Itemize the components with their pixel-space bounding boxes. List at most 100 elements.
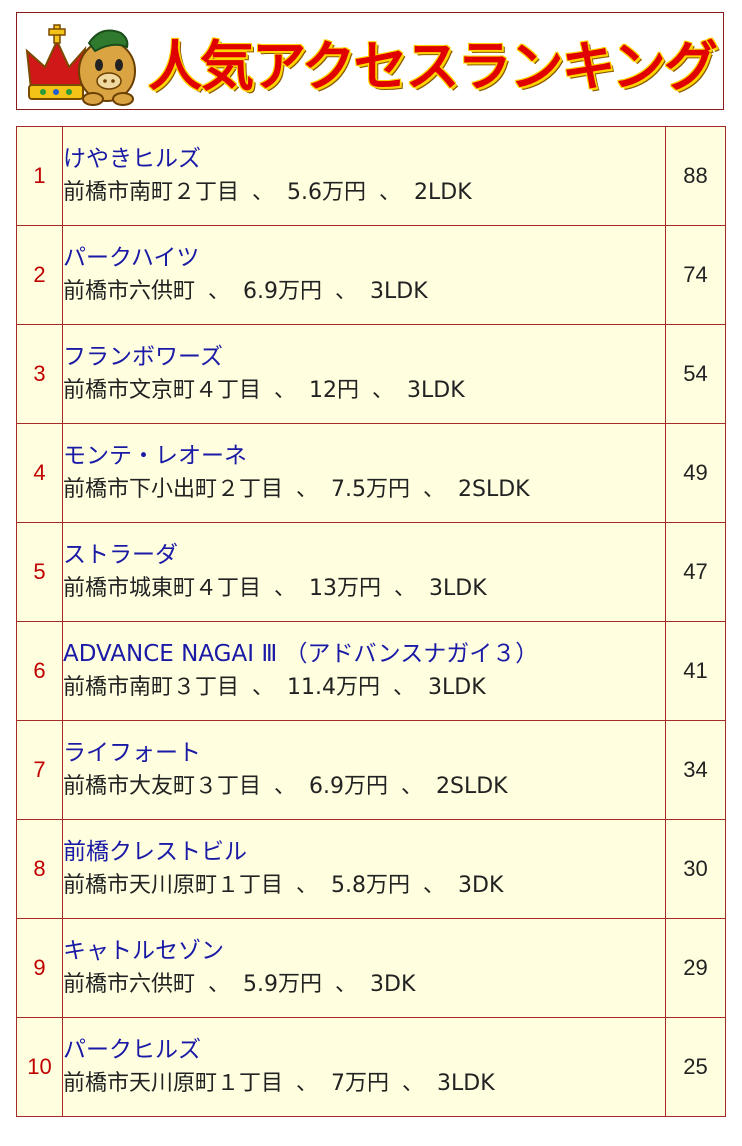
property-info-cell: パークハイツ 前橋市六供町、 6.9万円、 3LDK [62, 225, 666, 325]
separator: 、 [274, 576, 297, 601]
property-details: 前橋市天川原町１丁目、 5.8万円、 3DK [63, 869, 665, 903]
property-details: 前橋市文京町４丁目、 12円、 3LDK [63, 374, 665, 408]
separator: 、 [296, 477, 319, 502]
access-count: 54 [665, 324, 726, 424]
access-count: 49 [665, 423, 726, 523]
property-details: 前橋市城東町４丁目、 13万円、 3LDK [63, 572, 665, 606]
access-count: 34 [665, 720, 726, 820]
property-info-cell: キャトルセゾン 前橋市六供町、 5.9万円、 3DK [62, 918, 666, 1018]
property-rent: 11.4万円 [287, 675, 381, 700]
property-rent: 12円 [309, 378, 360, 403]
crown-mascot-icon [25, 24, 136, 106]
separator: 、 [394, 576, 417, 601]
property-details: 前橋市天川原町１丁目、 7万円、 3LDK [63, 1067, 665, 1101]
separator: 、 [335, 279, 358, 304]
separator: 、 [208, 972, 231, 997]
property-layout: 3LDK [370, 279, 428, 304]
table-row: 4 モンテ・レオーネ 前橋市下小出町２丁目、 7.5万円、 2SLDK 49 [16, 423, 726, 523]
table-row: 10 パークヒルズ 前橋市天川原町１丁目、 7万円、 3LDK 25 [16, 1017, 726, 1117]
rank-number: 5 [16, 522, 63, 622]
separator: 、 [208, 279, 231, 304]
rank-number: 2 [16, 225, 63, 325]
property-name-link[interactable]: けやきヒルズ [63, 146, 201, 172]
separator: 、 [393, 675, 416, 700]
separator: 、 [372, 378, 395, 403]
property-name-link[interactable]: モンテ・レオーネ [63, 443, 247, 469]
access-count: 88 [665, 126, 726, 226]
property-address: 前橋市大友町３丁目 [63, 774, 262, 799]
property-address: 前橋市南町２丁目 [63, 180, 240, 205]
property-layout: 2SLDK [436, 774, 508, 799]
access-count: 47 [665, 522, 726, 622]
property-info-cell: フランボワーズ 前橋市文京町４丁目、 12円、 3LDK [62, 324, 666, 424]
property-name-link[interactable]: キャトルセゾン [63, 938, 224, 964]
access-ranking-table: 1 けやきヒルズ 前橋市南町２丁目、 5.6万円、 2LDK 88 2 パークハイツ 前橋市六供… [16, 126, 726, 1117]
property-address: 前橋市南町３丁目 [63, 675, 240, 700]
property-name-link[interactable]: ADVANCE NAGAI Ⅲ （アドバンスナガイ３） [63, 641, 539, 667]
separator: 、 [401, 774, 424, 799]
property-layout: 3LDK [429, 576, 487, 601]
property-name-link[interactable]: 前橋クレストビル [63, 839, 247, 865]
property-rent: 5.8万円 [331, 873, 411, 898]
table-row: 9 キャトルセゾン 前橋市六供町、 5.9万円、 3DK 29 [16, 918, 726, 1018]
property-name-link[interactable]: ライフォート [63, 740, 201, 766]
separator: 、 [423, 477, 446, 502]
table-row: 3 フランボワーズ 前橋市文京町４丁目、 12円、 3LDK 54 [16, 324, 726, 424]
table-row: 1 けやきヒルズ 前橋市南町２丁目、 5.6万円、 2LDK 88 [16, 126, 726, 226]
property-layout: 2LDK [414, 180, 472, 205]
rank-number: 3 [16, 324, 63, 424]
property-layout: 2SLDK [458, 477, 530, 502]
property-layout: 3LDK [407, 378, 465, 403]
property-details: 前橋市六供町、 6.9万円、 3LDK [63, 275, 665, 309]
property-rent: 6.9万円 [309, 774, 389, 799]
separator: 、 [423, 873, 446, 898]
property-rent: 13万円 [309, 576, 382, 601]
ranking-banner: 人気アクセスランキング [16, 12, 724, 110]
property-info-cell: ストラーダ 前橋市城東町４丁目、 13万円、 3LDK [62, 522, 666, 622]
property-address: 前橋市六供町 [63, 972, 196, 997]
separator: 、 [296, 1071, 319, 1096]
property-rent: 7万円 [331, 1071, 390, 1096]
table-row: 8 前橋クレストビル 前橋市天川原町１丁目、 5.8万円、 3DK 30 [16, 819, 726, 919]
rank-number: 9 [16, 918, 63, 1018]
rank-number: 10 [16, 1017, 63, 1117]
access-count: 29 [665, 918, 726, 1018]
table-row: 2 パークハイツ 前橋市六供町、 6.9万円、 3LDK 74 [16, 225, 726, 325]
property-info-cell: けやきヒルズ 前橋市南町２丁目、 5.6万円、 2LDK [62, 126, 666, 226]
property-name-link[interactable]: パークハイツ [63, 245, 200, 271]
separator: 、 [402, 1071, 425, 1096]
property-layout: 3LDK [428, 675, 486, 700]
banner-title: 人気アクセスランキング [148, 34, 718, 98]
property-name-link[interactable]: パークヒルズ [63, 1037, 201, 1063]
separator: 、 [252, 180, 275, 205]
table-row: 6 ADVANCE NAGAI Ⅲ （アドバンスナガイ３） 前橋市南町３丁目、 11.… [16, 621, 726, 721]
property-address: 前橋市下小出町２丁目 [63, 477, 284, 502]
property-details: 前橋市南町３丁目、 11.4万円、 3LDK [63, 671, 665, 705]
property-info-cell: ライフォート 前橋市大友町３丁目、 6.9万円、 2SLDK [62, 720, 666, 820]
property-address: 前橋市天川原町１丁目 [63, 1071, 284, 1096]
separator: 、 [274, 774, 297, 799]
property-rent: 7.5万円 [331, 477, 411, 502]
rank-number: 7 [16, 720, 63, 820]
property-layout: 3DK [458, 873, 504, 898]
property-info-cell: ADVANCE NAGAI Ⅲ （アドバンスナガイ３） 前橋市南町３丁目、 11.4… [62, 621, 666, 721]
separator: 、 [274, 378, 297, 403]
rank-number: 6 [16, 621, 63, 721]
property-name-link[interactable]: フランボワーズ [63, 344, 223, 370]
property-layout: 3DK [370, 972, 416, 997]
access-count: 30 [665, 819, 726, 919]
property-details: 前橋市南町２丁目、 5.6万円、 2LDK [63, 176, 665, 210]
table-row: 5 ストラーダ 前橋市城東町４丁目、 13万円、 3LDK 47 [16, 522, 726, 622]
property-name-link[interactable]: ストラーダ [63, 542, 178, 568]
separator: 、 [296, 873, 319, 898]
property-rent: 5.9万円 [243, 972, 323, 997]
property-address: 前橋市文京町４丁目 [63, 378, 262, 403]
ranking-table-body: 1 けやきヒルズ 前橋市南町２丁目、 5.6万円、 2LDK 88 2 パークハイツ 前橋市六供… [16, 126, 726, 1117]
access-count: 74 [665, 225, 726, 325]
property-details: 前橋市下小出町２丁目、 7.5万円、 2SLDK [63, 473, 665, 507]
property-info-cell: 前橋クレストビル 前橋市天川原町１丁目、 5.8万円、 3DK [62, 819, 666, 919]
separator: 、 [252, 675, 275, 700]
separator: 、 [335, 972, 358, 997]
property-address: 前橋市城東町４丁目 [63, 576, 262, 601]
property-rent: 6.9万円 [243, 279, 323, 304]
